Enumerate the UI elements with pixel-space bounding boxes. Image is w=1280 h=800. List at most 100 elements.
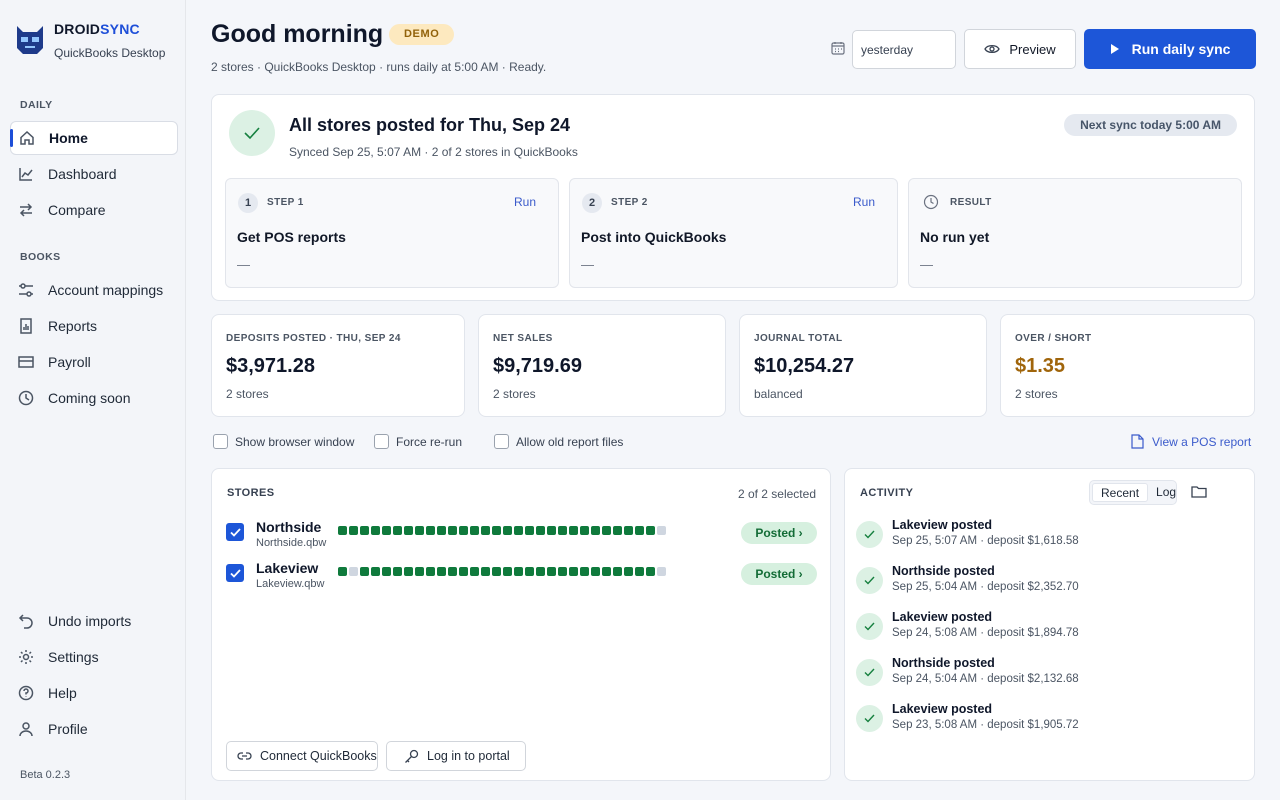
- sidebar-item-label: Coming soon: [48, 390, 131, 406]
- history-dot-posted: [613, 567, 622, 576]
- connect-quickbooks-button[interactable]: Connect QuickBooks: [226, 741, 378, 771]
- metric-label: OVER / SHORT: [1015, 333, 1092, 344]
- chart-icon: [19, 168, 33, 181]
- history-dot-posted: [525, 567, 534, 576]
- history-dot-posted: [448, 567, 457, 576]
- sidebar-item-label: Home: [49, 130, 88, 146]
- metric-net-sales-card: NET SALES $9,719.69 2 stores: [478, 314, 726, 417]
- preview-button[interactable]: Preview: [964, 29, 1076, 69]
- sidebar-item-payroll[interactable]: Payroll: [10, 345, 178, 379]
- checkbox-label: Show browser window: [235, 434, 355, 449]
- step-detail: —: [581, 257, 594, 272]
- sidebar-item-label: Dashboard: [48, 166, 117, 182]
- check-icon: [856, 521, 883, 548]
- tab-log[interactable]: Log: [1156, 485, 1177, 499]
- activity-meta: Sep 23, 5:08 AM · deposit $1,905.72: [892, 719, 1079, 731]
- step-number: 2: [582, 193, 602, 213]
- history-dot-posted: [602, 526, 611, 535]
- checkbox-box[interactable]: [374, 434, 389, 449]
- allow-old-files-checkbox[interactable]: Allow old report files: [494, 434, 623, 449]
- step-2-run-link[interactable]: Run: [852, 195, 875, 209]
- status-subtitle: Synced Sep 25, 5:07 AM · 2 of 2 stores i…: [289, 145, 578, 159]
- history-dot-posted: [404, 526, 413, 535]
- store-checkbox-northside[interactable]: [226, 523, 244, 541]
- step-1-card: 1 STEP 1 Run Get POS reports —: [225, 178, 559, 288]
- run-daily-sync-button[interactable]: Run daily sync: [1084, 29, 1256, 69]
- history-dot-posted: [624, 567, 633, 576]
- show-browser-checkbox[interactable]: Show browser window: [213, 434, 354, 449]
- sidebar-item-label: Undo imports: [48, 613, 132, 629]
- history-dot-missing: [349, 567, 358, 576]
- checkbox-box[interactable]: [494, 434, 509, 449]
- card-icon: [18, 356, 34, 368]
- metric-value: $1.35: [1015, 355, 1066, 377]
- log-in-portal-button[interactable]: Log in to portal: [386, 741, 526, 771]
- status-title: All stores posted for Thu, Sep 24: [289, 115, 571, 135]
- history-dot-posted: [415, 526, 424, 535]
- activity-title: Northside posted: [892, 564, 995, 578]
- check-icon: [856, 567, 883, 594]
- sidebar-item-home[interactable]: Home: [10, 121, 178, 155]
- sidebar-item-profile[interactable]: Profile: [10, 712, 178, 746]
- history-dot-posted: [382, 567, 391, 576]
- date-input[interactable]: [852, 30, 956, 69]
- metric-sub: 2 stores: [1015, 387, 1058, 401]
- store-checkbox-lakeview[interactable]: [226, 564, 244, 582]
- sidebar-item-reports[interactable]: Reports: [10, 309, 178, 343]
- metric-deposits-card: DEPOSITS POSTED · THU, SEP 24 $3,971.28 …: [211, 314, 465, 417]
- eye-icon: [984, 44, 1001, 54]
- sidebar-item-compare[interactable]: Compare: [10, 193, 178, 227]
- activity-meta: Sep 25, 5:07 AM · deposit $1,618.58: [892, 535, 1079, 547]
- sidebar-item-dashboard[interactable]: Dashboard: [10, 157, 178, 191]
- store-row-lakeview: Lakeview Lakeview.qbw Posted ›: [226, 560, 817, 594]
- step-1-run-link[interactable]: Run: [513, 195, 536, 209]
- metric-over-short-card: OVER / SHORT $1.35 2 stores: [1000, 314, 1255, 417]
- check-icon: [229, 110, 275, 156]
- posted-status-button[interactable]: Posted ›: [741, 563, 817, 585]
- tab-recent[interactable]: Recent: [1092, 483, 1149, 502]
- sidebar: DROIDSYNC QuickBooks Desktop DAILY Home …: [0, 0, 186, 800]
- history-dot-posted: [382, 526, 391, 535]
- history-dot-posted: [448, 526, 457, 535]
- history-dot-posted: [470, 526, 479, 535]
- history-dot-posted: [459, 526, 468, 535]
- history-dot-posted: [481, 526, 490, 535]
- history-dot-posted: [536, 526, 545, 535]
- checkbox-box[interactable]: [213, 434, 228, 449]
- history-dot-posted: [580, 567, 589, 576]
- activity-tabs: Recent Log: [1089, 480, 1177, 505]
- activity-meta: Sep 24, 5:04 AM · deposit $2,132.68: [892, 673, 1079, 685]
- sidebar-item-coming-soon[interactable]: Coming soon: [10, 381, 178, 415]
- history-dot-posted: [426, 526, 435, 535]
- force-rerun-checkbox[interactable]: Force re-run: [374, 434, 462, 449]
- step-detail: —: [237, 257, 250, 272]
- demo-badge: DEMO: [389, 24, 455, 45]
- stores-card: STORES 2 of 2 selected Northside Northsi…: [211, 468, 831, 781]
- sidebar-item-account-mappings[interactable]: Account mappings: [10, 273, 178, 307]
- sidebar-item-undo-imports[interactable]: Undo imports: [10, 604, 178, 638]
- history-dot-posted: [646, 567, 655, 576]
- sidebar-item-label: Payroll: [48, 354, 91, 370]
- metric-label: DEPOSITS POSTED · THU, SEP 24: [226, 333, 401, 344]
- history-dot-posted: [547, 567, 556, 576]
- metric-journal-total-card: JOURNAL TOTAL $10,254.27 balanced: [739, 314, 987, 417]
- selected-count: 2 of 2 selected: [737, 487, 816, 501]
- folder-icon[interactable]: [1191, 485, 1207, 498]
- sidebar-item-settings[interactable]: Settings: [10, 640, 178, 674]
- metric-sub: 2 stores: [226, 387, 269, 401]
- history-dot-posted: [492, 526, 501, 535]
- sidebar-item-help[interactable]: Help: [10, 676, 178, 710]
- view-pos-report-link[interactable]: View a POS report: [1131, 434, 1251, 449]
- nav-heading-daily: DAILY: [20, 99, 53, 111]
- sidebar-item-label: Help: [48, 685, 77, 701]
- posted-status-button[interactable]: Posted ›: [741, 522, 817, 544]
- history-dot-posted: [338, 526, 347, 535]
- nav-heading-books: BOOKS: [20, 251, 61, 263]
- version-label: Beta 0.2.3: [20, 769, 71, 781]
- store-name: Lakeview: [256, 560, 319, 576]
- check-icon: [856, 613, 883, 640]
- history-dot-posted: [503, 567, 512, 576]
- sidebar-item-label: Compare: [48, 202, 106, 218]
- sync-history-bar: [338, 526, 666, 535]
- history-dot-posted: [360, 567, 369, 576]
